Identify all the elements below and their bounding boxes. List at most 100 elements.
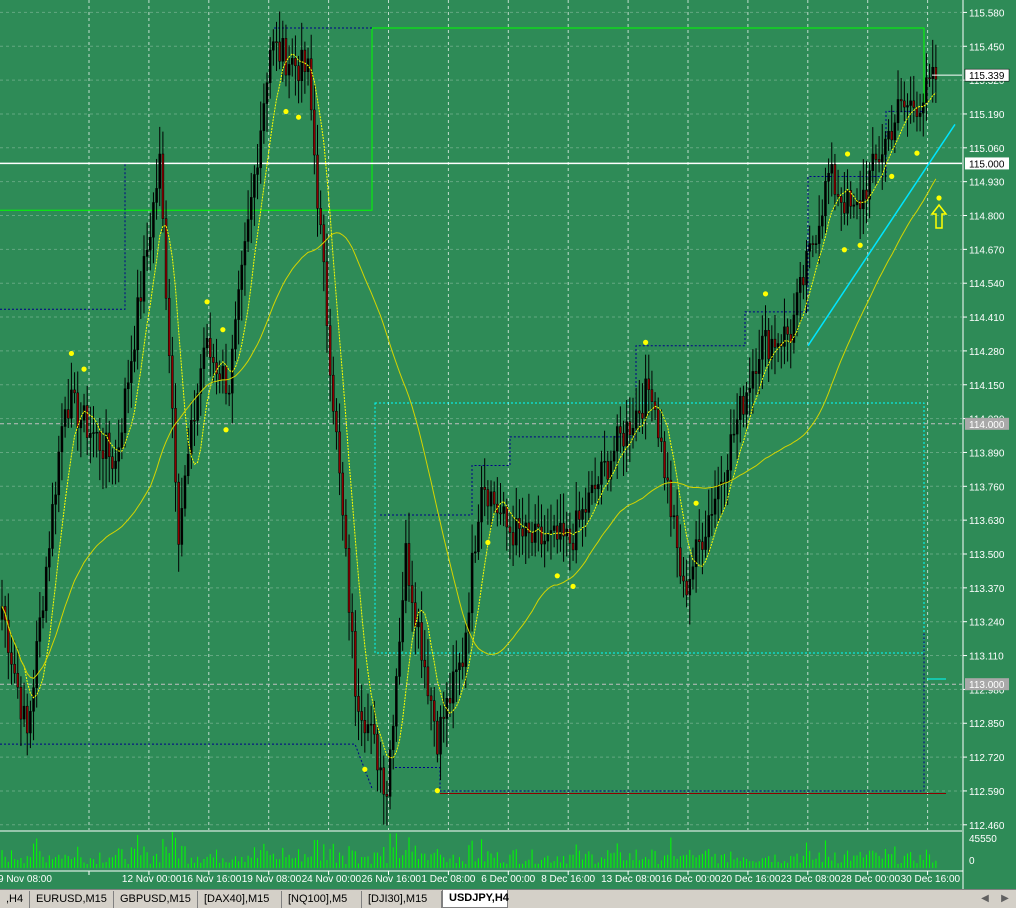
candle-body <box>57 451 61 496</box>
candle-body <box>101 450 105 459</box>
candle-body <box>556 525 559 540</box>
candle-body <box>849 190 852 207</box>
candle-body <box>95 431 98 434</box>
price-chart[interactable]: 115.580 115.450 115.320 115.190 115.060 114.9… <box>0 0 1016 889</box>
candle-body <box>893 122 897 141</box>
candle-body <box>638 410 641 414</box>
tab-nq100-m5[interactable]: [NQ100],M5 <box>282 891 362 908</box>
candle-body <box>824 181 827 217</box>
candle-body <box>871 153 875 171</box>
candle-body <box>735 419 739 435</box>
candle-body <box>691 566 695 580</box>
time-tick-label: 16 Nov 16:00 <box>182 874 242 885</box>
price-tick-label: 114.410 <box>969 313 1005 324</box>
price-tick-label: 112.850 <box>969 719 1005 730</box>
candle-body <box>167 297 171 357</box>
candle-body <box>145 249 149 257</box>
price-tick-label: 112.460 <box>969 821 1005 832</box>
candle-body <box>13 663 16 674</box>
candle-body <box>404 543 408 601</box>
candle-body <box>928 77 931 79</box>
time-tick-label: 12 Nov 00:00 <box>122 874 182 885</box>
price-tick-label: 114.150 <box>969 381 1005 392</box>
candle-body <box>868 170 871 200</box>
price-tick-label: 115.190 <box>969 110 1005 121</box>
candle-body <box>262 103 266 132</box>
candle-body <box>278 41 281 62</box>
candle-body <box>593 484 597 490</box>
fractal-dot <box>762 291 769 297</box>
candle-body <box>344 514 348 549</box>
tab-dji30-m15[interactable]: [DJI30],M15 <box>362 891 442 908</box>
candle-body <box>335 410 338 433</box>
candle-body <box>653 401 657 410</box>
candle-body <box>464 632 468 667</box>
candle-body <box>401 600 404 643</box>
candle-body <box>798 277 802 293</box>
candle-body <box>764 330 767 337</box>
candle-body <box>268 49 272 83</box>
candle-body <box>474 551 477 554</box>
candle-body <box>701 541 704 550</box>
candle-body <box>253 174 256 198</box>
candle-body <box>429 695 433 701</box>
candle-body <box>521 528 524 537</box>
candle-body <box>111 456 114 469</box>
candle-body <box>171 355 174 409</box>
candle-body <box>505 506 509 528</box>
fractal-dot <box>643 339 649 346</box>
channel-lower-right <box>395 632 925 792</box>
candle-body <box>656 409 660 439</box>
candle-body <box>126 382 130 390</box>
tab-scroll-left-icon[interactable]: ◀ <box>981 893 989 904</box>
candle-body <box>123 388 127 433</box>
candle-body <box>420 622 423 661</box>
candle-body <box>366 724 370 734</box>
price-tick-label: 113.890 <box>969 448 1005 459</box>
candle-body <box>265 82 269 104</box>
candle-body <box>931 66 934 79</box>
candle-body <box>578 510 581 520</box>
candle-body <box>54 494 57 505</box>
candle-body <box>890 130 893 141</box>
candle-body <box>884 138 887 155</box>
slow-moving-average <box>1 178 937 679</box>
candle-body <box>511 532 515 546</box>
candle-body <box>218 373 221 380</box>
tab-h4[interactable]: ,H4 <box>0 891 30 908</box>
fractal-dot <box>362 766 368 772</box>
candle-body <box>489 491 493 507</box>
candle-body <box>811 243 815 246</box>
candle-body <box>581 509 584 520</box>
fractal-dot <box>693 500 699 506</box>
candle-body <box>666 477 669 481</box>
candle-body <box>518 518 521 529</box>
tab-gbpusd-m15[interactable]: GBPUSD,M15 <box>114 891 198 908</box>
candle-body <box>568 528 572 544</box>
candle-body <box>208 337 212 358</box>
candle-body <box>161 153 165 219</box>
candle-body <box>183 475 187 509</box>
tab-usdjpy-h4[interactable]: USDJPY,H4 <box>442 890 509 908</box>
candle-body <box>22 705 26 720</box>
price-tick-label: 113.240 <box>969 618 1005 629</box>
trendline[interactable] <box>807 123 956 347</box>
price-tick-label: 114.800 <box>969 212 1005 223</box>
candle-body <box>480 487 483 523</box>
tab-dax40-m15[interactable]: [DAX40],M15 <box>198 891 282 908</box>
candle-body <box>439 716 442 755</box>
candle-body <box>786 326 789 335</box>
candle-body <box>761 335 764 360</box>
candle-body <box>48 548 51 568</box>
candle-body <box>60 426 64 453</box>
candle-body <box>574 510 578 551</box>
price-tick-label: 113.370 <box>969 584 1005 595</box>
candle-body <box>858 200 862 210</box>
candle-body <box>537 523 540 528</box>
tab-scroll-right-icon[interactable]: ▶ <box>1001 893 1009 904</box>
tab-eurusd-m15[interactable]: EURUSD,M15 <box>30 891 114 908</box>
candle-body <box>196 393 199 421</box>
candle-body <box>341 472 344 516</box>
candle-body <box>275 41 278 43</box>
